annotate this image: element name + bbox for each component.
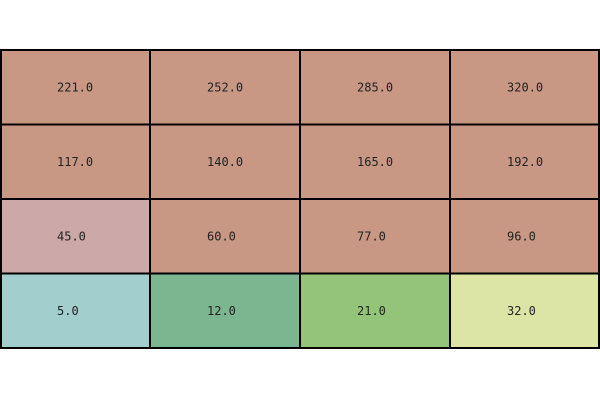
cell-value-label: 60.0 xyxy=(207,229,236,243)
heatmap-cell xyxy=(449,198,600,275)
heatmap-cells: 221.0 252.0 285.0 320.0 117.0 140.0 165.0 192.0… xyxy=(0,49,600,349)
cell-value-label: 45.0 xyxy=(57,229,86,243)
cell-value-label: 12.0 xyxy=(207,304,236,318)
heatmap-cell xyxy=(0,198,151,275)
cell-value-label: 21.0 xyxy=(357,304,386,318)
cell-value-label: 5.0 xyxy=(57,304,79,318)
cell-value-label: 77.0 xyxy=(357,229,386,243)
cell-value-label: 96.0 xyxy=(507,229,536,243)
cell-value-label: 32.0 xyxy=(507,304,536,318)
cell-value-label: 285.0 xyxy=(357,80,393,94)
heatmap-cell xyxy=(449,123,600,200)
heatmap-border xyxy=(0,49,600,349)
cell-value-label: 165.0 xyxy=(357,155,393,169)
cell-value-label: 320.0 xyxy=(507,80,543,94)
cell-value-label: 252.0 xyxy=(207,80,243,94)
heatmap-cell xyxy=(299,49,451,126)
heatmap-cell xyxy=(299,198,451,275)
cell-value-label: 117.0 xyxy=(57,155,93,169)
heatmap-cell xyxy=(149,123,301,200)
heatmap-cell xyxy=(299,123,451,200)
heatmap-cell xyxy=(0,49,151,126)
cell-value-label: 192.0 xyxy=(507,155,543,169)
cell-value-label: 140.0 xyxy=(207,155,243,169)
heatmap-cell xyxy=(449,49,600,126)
heatmap-cell xyxy=(149,272,301,349)
cell-value-label: 221.0 xyxy=(57,80,93,94)
heatmap-cell xyxy=(449,272,600,349)
